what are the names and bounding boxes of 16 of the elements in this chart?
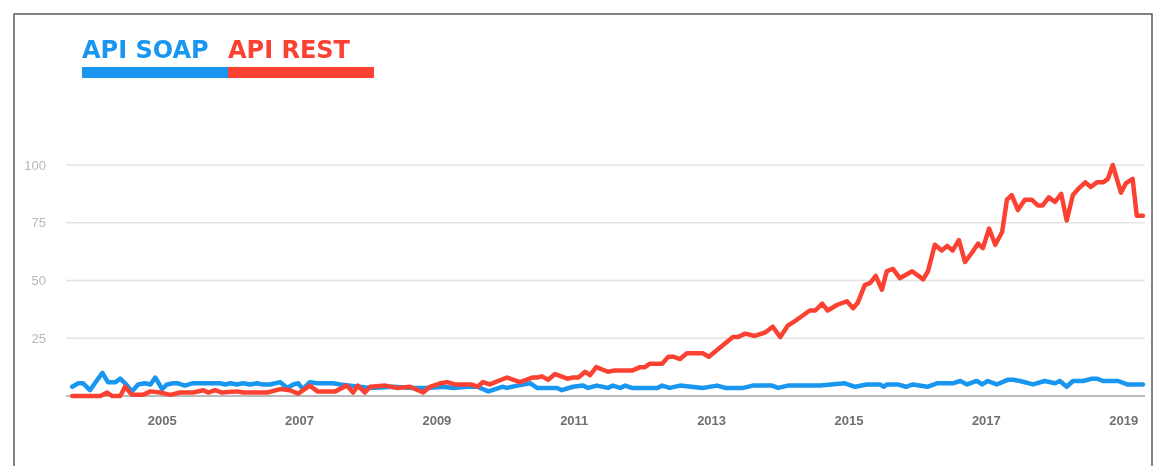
x-tick-label: 2013 <box>697 413 727 428</box>
line-series <box>69 370 1146 394</box>
line-series <box>69 162 1146 399</box>
text: API REST <box>228 36 351 64</box>
x-tick-label: 2005 <box>147 413 177 428</box>
x-tick-label: 2017 <box>971 413 1001 428</box>
x-tick-label: 2007 <box>285 413 314 428</box>
text: API SOAP <box>82 36 209 64</box>
x-tick-label: 2009 <box>422 413 452 428</box>
y-tick-label: 75 <box>31 215 46 231</box>
x-tick-label: 2019 <box>1109 413 1139 428</box>
y-tick-label: 100 <box>24 157 46 173</box>
y-tick-label: 25 <box>31 330 46 346</box>
x-tick-label: 2015 <box>834 413 864 428</box>
x-tick-label: 2011 <box>560 413 589 428</box>
y-tick-label: 50 <box>31 273 46 289</box>
